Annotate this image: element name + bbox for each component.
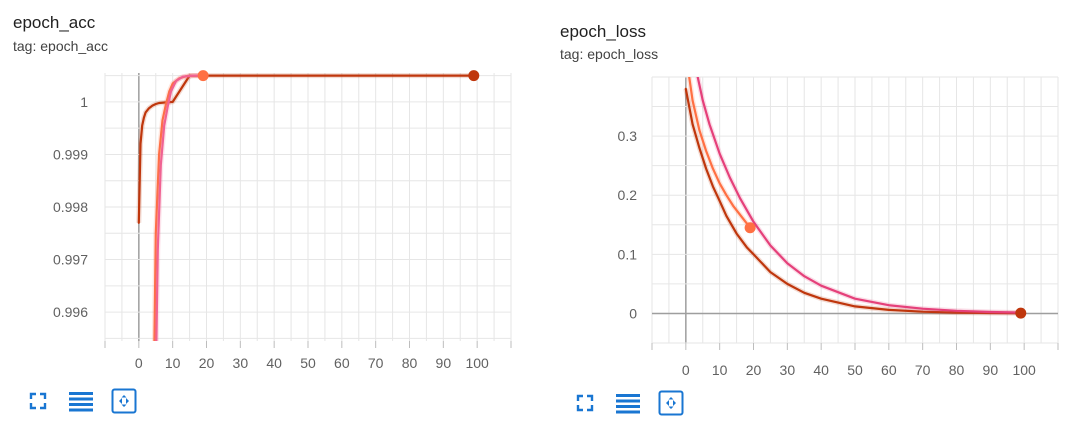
y-tick-label: 0.3: [618, 128, 638, 144]
y-tick-label: 0.999: [53, 146, 88, 162]
y-tick-label: 0.998: [53, 199, 88, 215]
y-tick-label: 0: [629, 305, 637, 321]
x-tick-label: 20: [199, 355, 215, 371]
x-tick-label: 0: [682, 362, 690, 378]
x-tick-label: 30: [233, 355, 249, 371]
y-tick-label: 0.2: [618, 187, 638, 203]
x-tick-label: 80: [402, 355, 418, 371]
series-0-end-point[interactable]: [1015, 307, 1027, 319]
toggle-log-scale-button[interactable]: [615, 390, 641, 416]
fullscreen-button[interactable]: [572, 390, 598, 416]
x-tick-label: 60: [881, 362, 897, 378]
series-group: [683, 77, 1022, 316]
series-2-line[interactable]: [696, 77, 1022, 314]
series-0-end-point[interactable]: [468, 70, 480, 82]
series-2-line[interactable]: [155, 74, 205, 341]
x-tick-label: 20: [746, 362, 762, 378]
series-0-shadow: [683, 88, 1021, 316]
fullscreen-icon: [576, 394, 594, 412]
fit-domain-icon: [111, 388, 137, 414]
x-tick-label: 70: [368, 355, 384, 371]
series-0-line[interactable]: [137, 74, 475, 224]
x-tick-label: 40: [266, 355, 282, 371]
x-tick-label: 50: [847, 362, 863, 378]
fullscreen-icon: [29, 392, 47, 410]
x-tick-label: 0: [135, 355, 143, 371]
toggle-log-scale-icon: [616, 394, 640, 414]
x-tick-label: 10: [165, 355, 181, 371]
y-tick-label: 1: [80, 94, 88, 110]
series-1-end-point[interactable]: [744, 222, 756, 234]
fit-domain-icon: [658, 390, 684, 416]
fit-domain-button[interactable]: [658, 390, 684, 416]
x-tick-label: 80: [949, 362, 965, 378]
x-tick-label: 70: [915, 362, 931, 378]
series-1-line[interactable]: [688, 77, 752, 229]
x-tick-label: 100: [1012, 362, 1036, 378]
x-tick-label: 90: [983, 362, 999, 378]
chart-tag: tag: epoch_loss: [560, 46, 659, 62]
series-0-line[interactable]: [684, 87, 1022, 315]
y-tick-label: 0.996: [53, 304, 88, 320]
y-tick-label: 0.1: [618, 246, 638, 262]
x-tick-label: 50: [300, 355, 316, 371]
chart-tag: tag: epoch_acc: [13, 38, 108, 54]
x-tick-label: 10: [712, 362, 728, 378]
x-tick-label: 30: [780, 362, 796, 378]
chart-toolbar: [25, 388, 137, 414]
series-1-end-point[interactable]: [197, 70, 209, 82]
x-tick-label: 90: [436, 355, 452, 371]
series-group: [136, 73, 475, 341]
grid: [651, 76, 1059, 350]
chart-toolbar: [572, 390, 684, 416]
x-tick-label: 60: [334, 355, 350, 371]
toggle-log-scale-button[interactable]: [68, 388, 94, 414]
x-tick-label: 40: [813, 362, 829, 378]
toggle-log-scale-icon: [69, 392, 93, 412]
fit-domain-button[interactable]: [111, 388, 137, 414]
chart-title: epoch_acc: [13, 13, 96, 32]
x-tick-label: 100: [465, 355, 489, 371]
fullscreen-button[interactable]: [25, 388, 51, 414]
y-tick-label: 0.997: [53, 252, 88, 268]
chart-title: epoch_loss: [560, 22, 647, 41]
epoch-acc-plot[interactable]: 0 10 20 30 40 50 60 70 80 90 100 0.996 0.997 0.998 0.9…: [0, 0, 540, 380]
